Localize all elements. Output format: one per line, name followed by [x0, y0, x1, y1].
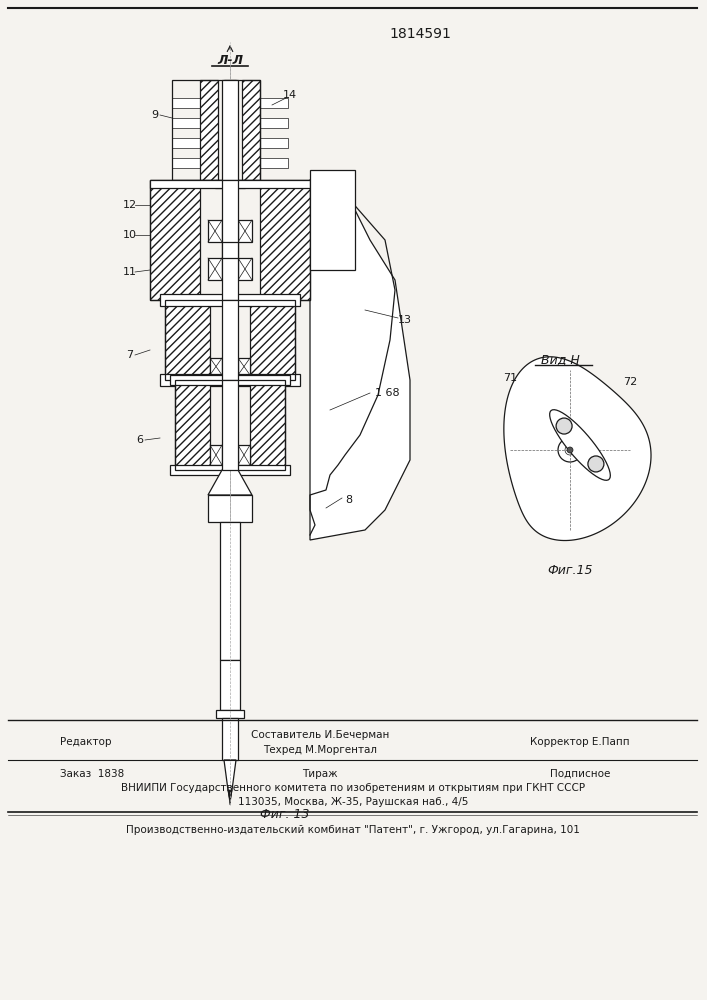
- Bar: [150, 180, 200, 300]
- Text: 10: 10: [123, 230, 137, 240]
- Bar: [208, 495, 252, 522]
- Bar: [220, 522, 240, 660]
- Text: 12: 12: [123, 200, 137, 210]
- Bar: [172, 98, 200, 108]
- Text: Фиг.15: Фиг.15: [547, 564, 592, 576]
- Polygon shape: [310, 210, 410, 540]
- Bar: [150, 180, 310, 300]
- Circle shape: [558, 438, 582, 462]
- Polygon shape: [238, 258, 252, 280]
- Bar: [260, 158, 288, 168]
- Bar: [222, 718, 238, 760]
- Text: 113035, Москва, Ж-35, Раушская наб., 4/5: 113035, Москва, Ж-35, Раушская наб., 4/5: [238, 797, 468, 807]
- Text: Фиг. 13: Фиг. 13: [260, 808, 310, 822]
- Bar: [222, 80, 238, 180]
- Bar: [215, 180, 245, 188]
- Circle shape: [588, 456, 604, 472]
- Bar: [260, 138, 288, 148]
- Bar: [250, 300, 295, 380]
- Bar: [172, 138, 200, 148]
- Bar: [160, 374, 300, 386]
- Polygon shape: [208, 258, 222, 280]
- Text: 1814591: 1814591: [389, 27, 451, 41]
- Bar: [250, 380, 285, 470]
- Text: Л-Л: Л-Л: [217, 53, 243, 66]
- Bar: [222, 300, 238, 380]
- Bar: [175, 380, 285, 470]
- Circle shape: [567, 447, 573, 453]
- Polygon shape: [238, 358, 250, 375]
- Text: 14: 14: [283, 90, 297, 100]
- Polygon shape: [208, 470, 252, 495]
- Text: Составитель И.Бечерман: Составитель И.Бечерман: [251, 730, 389, 740]
- Circle shape: [565, 445, 575, 455]
- Bar: [170, 465, 290, 475]
- Polygon shape: [210, 445, 222, 465]
- Text: Подписное: Подписное: [550, 769, 610, 779]
- Polygon shape: [238, 445, 250, 465]
- Polygon shape: [228, 790, 232, 805]
- Bar: [160, 294, 300, 306]
- Polygon shape: [549, 410, 610, 480]
- Text: 6: 6: [136, 435, 144, 445]
- Text: Корректор Е.Папп: Корректор Е.Папп: [530, 737, 630, 747]
- Text: 71: 71: [503, 373, 517, 383]
- Text: ВНИИПИ Государственного комитета по изобретениям и открытиям при ГКНТ СССР: ВНИИПИ Государственного комитета по изоб…: [121, 783, 585, 793]
- Bar: [260, 98, 288, 108]
- Text: 9: 9: [151, 110, 158, 120]
- Bar: [242, 80, 260, 180]
- Text: 72: 72: [623, 377, 637, 387]
- Bar: [222, 380, 238, 470]
- Bar: [222, 242, 238, 258]
- Bar: [310, 170, 355, 270]
- Text: Заказ  1838: Заказ 1838: [60, 769, 124, 779]
- Text: 8: 8: [345, 495, 352, 505]
- Bar: [172, 80, 260, 180]
- Bar: [170, 375, 290, 385]
- Bar: [200, 80, 218, 180]
- Text: Вид Н: Вид Н: [541, 354, 579, 366]
- Bar: [260, 180, 310, 300]
- Polygon shape: [210, 358, 222, 375]
- Text: 1 68: 1 68: [375, 388, 399, 398]
- Text: Редактор: Редактор: [60, 737, 112, 747]
- Bar: [172, 118, 200, 128]
- Bar: [150, 180, 310, 188]
- Polygon shape: [208, 220, 222, 242]
- Bar: [220, 660, 240, 710]
- Bar: [165, 300, 210, 380]
- Circle shape: [556, 418, 572, 434]
- Bar: [172, 158, 200, 168]
- Text: 11: 11: [123, 267, 137, 277]
- Bar: [216, 710, 244, 718]
- Bar: [222, 180, 238, 300]
- Polygon shape: [238, 220, 252, 242]
- Text: Техред М.Моргентал: Техред М.Моргентал: [263, 745, 377, 755]
- Text: 13: 13: [398, 315, 412, 325]
- Polygon shape: [224, 760, 236, 800]
- Text: 7: 7: [127, 350, 134, 360]
- Bar: [224, 80, 236, 520]
- Bar: [260, 118, 288, 128]
- Text: Производственно-издательский комбинат "Патент", г. Ужгород, ул.Гагарина, 101: Производственно-издательский комбинат "П…: [126, 825, 580, 835]
- Polygon shape: [504, 357, 651, 541]
- Bar: [175, 380, 210, 470]
- Text: Тираж: Тираж: [302, 769, 338, 779]
- Bar: [165, 300, 295, 380]
